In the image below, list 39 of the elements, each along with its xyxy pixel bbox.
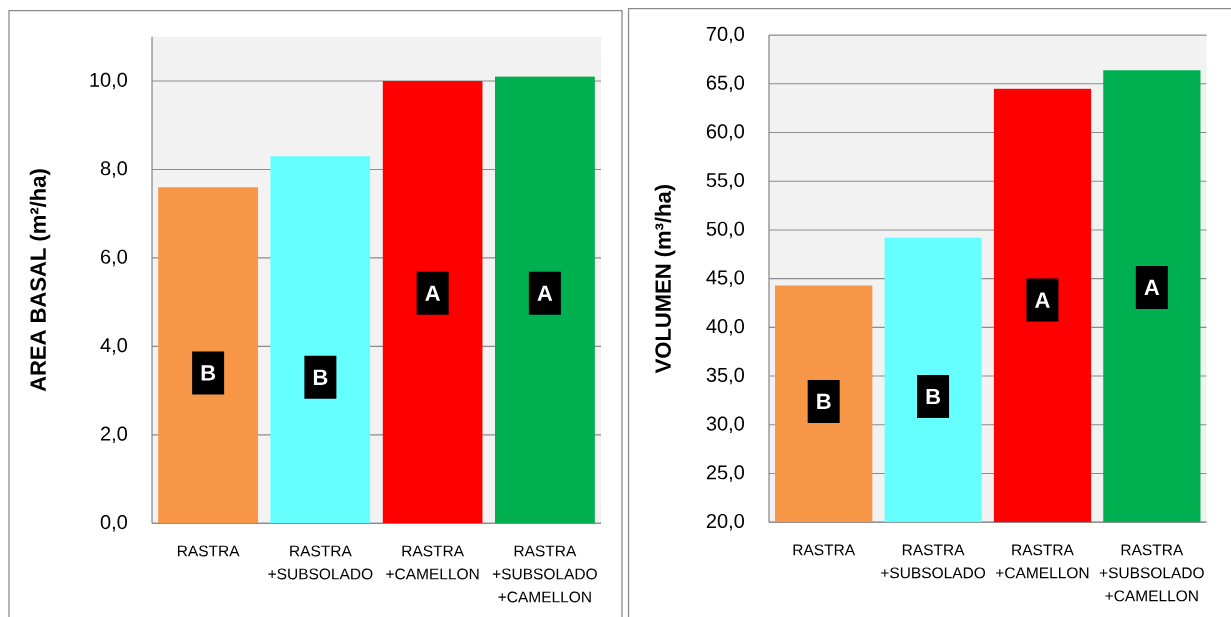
y-tick-label: 55,0 (706, 172, 745, 190)
bar (158, 187, 259, 524)
y-tick-label: 35,0 (706, 367, 745, 385)
annotation: A (425, 285, 440, 301)
y-tick-label: 30,0 (706, 416, 745, 434)
y-tick-label: 70,0 (706, 26, 745, 44)
y-tick-label: 40,0 (706, 319, 745, 336)
y-tick-label: 0,0 (100, 515, 128, 532)
annotation: A (1144, 279, 1160, 295)
y-tick-label: 2,0 (101, 426, 128, 444)
x-tick-label: RASTRA +CAMELLON (386, 545, 479, 580)
annotation: A (1035, 292, 1050, 308)
x-tick-label: RASTRA (793, 544, 856, 556)
y-tick-label: 4,0 (100, 338, 128, 355)
x-tick-label: RASTRA +CAMELLON (996, 544, 1089, 579)
x-tick-label: RASTRA +SUBSOLADO (881, 544, 986, 579)
y-tick-label: 50,0 (706, 221, 745, 239)
annotation: B (817, 393, 831, 409)
y-tick-label: 25,0 (706, 465, 745, 482)
bar (494, 76, 595, 524)
annotation: B (926, 388, 941, 405)
x-tick-label: RASTRA +SUBSOLADO +CAMELLON (1099, 544, 1204, 602)
annotation: B (201, 365, 216, 381)
annotation: A (537, 285, 553, 301)
bar (270, 156, 371, 524)
bar (382, 81, 483, 524)
y-tick-label: 8,0 (100, 161, 128, 178)
y-axis-title: AREA BASAL (m²/ha) (29, 169, 51, 392)
y-tick-label: 20,0 (706, 513, 745, 531)
annotation: B (313, 369, 328, 385)
y-tick-label: 10,0 (90, 72, 128, 90)
x-tick-label: RASTRA (177, 545, 240, 557)
x-tick-label: RASTRA +SUBSOLADO +CAMELLON (492, 545, 597, 603)
y-tick-label: 6,0 (101, 249, 128, 267)
y-tick-label: 65,0 (706, 75, 745, 93)
y-tick-label: 45,0 (706, 270, 745, 287)
x-tick-label: RASTRA +SUBSOLADO (268, 545, 373, 580)
y-tick-label: 60,0 (706, 124, 745, 141)
y-axis-title: VOLUMEN (m³/ha) (654, 185, 676, 374)
